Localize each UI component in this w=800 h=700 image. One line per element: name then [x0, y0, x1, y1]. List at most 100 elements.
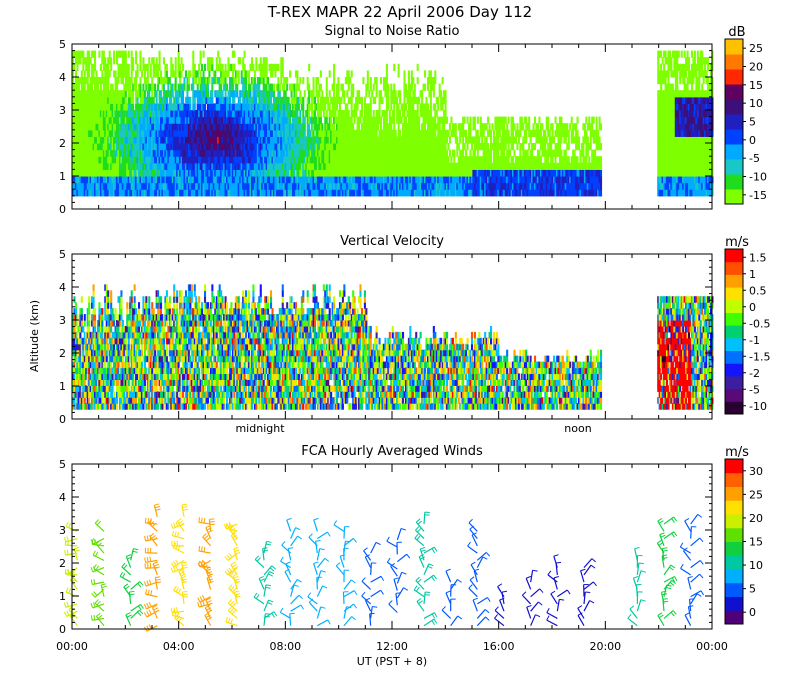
snr-cell	[198, 156, 201, 164]
snr-cell	[73, 96, 76, 104]
snr-cell	[252, 149, 255, 157]
snr-cell	[214, 169, 217, 177]
snr-cell	[217, 50, 220, 58]
snr-cell	[440, 90, 443, 98]
snr-cell	[132, 103, 135, 111]
snr-cell	[262, 169, 265, 177]
snr-cell	[418, 123, 421, 131]
snr-cell	[204, 110, 207, 118]
snr-cell	[199, 189, 202, 197]
snr-cell	[228, 149, 231, 157]
snr-cell	[92, 156, 95, 164]
snr-cell	[167, 116, 170, 124]
snr-cell	[89, 182, 92, 190]
snr-cell	[189, 136, 192, 144]
snr-cell	[262, 162, 265, 170]
snr-cell	[308, 110, 311, 118]
snr-cell	[130, 136, 133, 144]
snr-cell	[286, 169, 289, 177]
snr-cell	[86, 123, 89, 131]
snr-cell	[123, 57, 126, 65]
snr-cell	[256, 83, 259, 91]
snr-cell	[196, 169, 199, 177]
snr-cell	[104, 156, 107, 164]
snr-cell	[397, 70, 400, 78]
snr-cell	[255, 57, 258, 65]
snr-cell	[242, 90, 245, 98]
snr-cell	[183, 136, 186, 144]
snr-cell	[171, 189, 174, 197]
snr-cell	[117, 176, 120, 184]
snr-cell	[124, 189, 127, 197]
snr-cell	[151, 110, 154, 118]
snr-cell	[325, 110, 328, 118]
snr-cell	[208, 77, 211, 85]
snr-cell	[278, 136, 281, 144]
snr-cell	[255, 149, 258, 157]
snr-cell	[214, 189, 217, 197]
snr-cell	[242, 143, 245, 151]
snr-cell	[274, 169, 277, 177]
snr-cell	[204, 136, 207, 144]
snr-cell	[94, 116, 97, 124]
snr-cell	[231, 143, 234, 151]
snr-cell	[162, 182, 165, 190]
snr-cell	[532, 123, 535, 131]
snr-cell	[140, 176, 143, 184]
snr-cell	[113, 169, 116, 177]
snr-cell	[223, 116, 226, 124]
snr-cell	[74, 129, 77, 137]
snr-cell	[187, 176, 190, 184]
snr-cell	[89, 116, 92, 124]
snr-cell	[89, 169, 92, 177]
snr-cell	[217, 90, 220, 98]
snr-cell	[278, 110, 281, 118]
snr-cell	[202, 136, 205, 144]
snr-cell	[479, 116, 482, 124]
snr-cell	[76, 63, 79, 71]
snr-cell	[72, 176, 75, 184]
snr-cell	[262, 63, 265, 71]
snr-cell	[111, 162, 114, 170]
snr-cell	[88, 116, 91, 124]
snr-cell	[280, 169, 283, 177]
snr-cell	[205, 90, 208, 98]
snr-cell	[275, 176, 278, 184]
snr-cell	[218, 116, 221, 124]
snr-cell	[286, 156, 289, 164]
snr-cell	[202, 129, 205, 137]
snr-cell	[80, 149, 83, 157]
snr-cell	[96, 90, 99, 98]
snr-cell	[237, 156, 240, 164]
snr-cell	[158, 110, 161, 118]
snr-cell	[123, 70, 126, 78]
snr-cell	[240, 90, 243, 98]
snr-cell	[173, 149, 176, 157]
snr-cell	[275, 123, 278, 131]
snr-cell	[371, 90, 374, 98]
snr-cell	[252, 182, 255, 190]
snr-cell	[86, 162, 89, 170]
snr-cell	[202, 149, 205, 157]
snr-cell	[86, 136, 89, 144]
snr-cell	[258, 176, 261, 184]
snr-cell	[190, 149, 193, 157]
snr-cell	[513, 123, 516, 131]
snr-cell	[145, 143, 148, 151]
snr-cell	[170, 156, 173, 164]
snr-cell	[237, 103, 240, 111]
snr-cell	[228, 143, 231, 151]
snr-cell	[256, 110, 259, 118]
snr-cell	[123, 162, 126, 170]
snr-cell	[168, 96, 171, 104]
snr-cell	[80, 169, 83, 177]
snr-cell	[138, 169, 141, 177]
snr-cell	[271, 143, 274, 151]
snr-cell	[139, 83, 142, 91]
snr-cell	[201, 83, 204, 91]
snr-cell	[268, 189, 271, 197]
snr-cell	[212, 182, 215, 190]
snr-cell	[80, 96, 83, 104]
snr-cell	[243, 169, 246, 177]
snr-cell	[240, 136, 243, 144]
